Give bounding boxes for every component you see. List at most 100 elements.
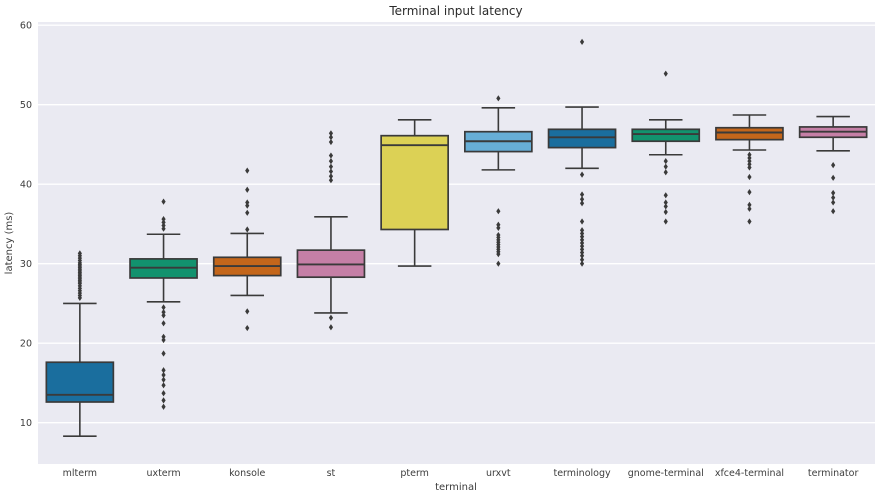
outlier-marker: [328, 173, 334, 180]
outlier-marker: [161, 304, 166, 311]
outlier-marker: [663, 203, 668, 210]
outlier-marker: [161, 382, 166, 389]
outlier-marker: [579, 227, 585, 234]
x-tick-urxvt: urxvt: [486, 468, 511, 479]
outlier-marker: [579, 200, 585, 207]
y-tick-labels: 10 20 30 40 50 60: [20, 21, 32, 429]
outlier-marker: [328, 177, 334, 184]
outlier-marker: [161, 225, 166, 232]
outlier-marker: [747, 201, 752, 208]
outlier-marker: [161, 376, 166, 383]
outlier-marker: [161, 320, 166, 327]
outlier-marker: [579, 239, 585, 247]
box-group-uxterm: [129, 198, 198, 410]
outlier-marker: [245, 167, 250, 174]
box-group-terminology: [547, 38, 617, 267]
outlier-marker: [496, 95, 501, 102]
x-tick-labels: mlterm uxterm konsole st pterm urxvt terminolo…: [63, 468, 859, 479]
outlier-marker: [496, 260, 501, 267]
outlier-marker: [161, 336, 166, 344]
outlier-marker: [496, 221, 501, 228]
outlier-marker: [831, 174, 836, 181]
outlier-marker: [663, 163, 668, 170]
plot-background: [38, 22, 875, 464]
outlier-marker: [161, 390, 166, 397]
outlier-marker: [579, 260, 585, 267]
outlier-marker: [161, 312, 166, 319]
outlier-marker: [161, 198, 166, 205]
outlier-marker: [831, 208, 836, 215]
box-group-gnome-terminal: [631, 70, 701, 225]
x-tick-xfce4-terminal: xfce4-terminal: [715, 468, 784, 479]
outlier-marker: [579, 171, 585, 178]
box-group-st: [296, 130, 366, 331]
outlier-marker: [328, 158, 334, 165]
x-tick-gnome-terminal: gnome-terminal: [628, 468, 704, 479]
outlier-marker: [328, 324, 334, 331]
box-group-terminator: [798, 115, 868, 215]
box-group-xfce4-terminal: [715, 114, 784, 225]
outlier-marker: [579, 243, 585, 250]
outlier-marker: [245, 186, 250, 193]
outlier-marker: [328, 163, 334, 170]
outlier-marker: [161, 216, 166, 223]
outlier-marker: [747, 151, 752, 158]
y-tick-50: 50: [20, 100, 32, 111]
box-pterm: [380, 134, 449, 231]
outlier-marker: [831, 194, 836, 201]
x-tick-st: st: [327, 468, 336, 479]
outlier-marker: [161, 367, 166, 374]
box-xfce4-terminal: [715, 126, 784, 141]
outlier-marker: [245, 209, 250, 216]
outlier-marker: [328, 168, 334, 175]
y-tick-20: 20: [20, 339, 32, 350]
outlier-marker: [831, 161, 836, 169]
outlier-marker: [579, 249, 585, 256]
outlier-marker: [496, 224, 501, 231]
box-group-mlterm: [45, 250, 115, 437]
box-group-konsole: [212, 167, 282, 332]
outlier-marker: [161, 397, 166, 404]
outlier-marker: [245, 324, 250, 332]
outlier-marker: [579, 233, 585, 240]
y-axis-label: latency (ms): [4, 212, 15, 275]
outlier-marker: [579, 252, 585, 259]
outlier-marker: [579, 236, 585, 243]
x-tick-konsole: konsole: [229, 468, 265, 479]
outlier-marker: [328, 314, 334, 321]
x-tick-pterm: pterm: [400, 468, 429, 479]
outlier-marker: [579, 218, 585, 225]
outlier-marker: [245, 226, 250, 233]
outlier-marker: [663, 158, 668, 165]
outlier-marker: [77, 250, 82, 257]
outlier-marker: [579, 256, 585, 263]
x-tick-mlterm: mlterm: [63, 468, 97, 479]
outlier-marker: [579, 38, 585, 45]
outlier-marker: [663, 192, 668, 199]
outlier-marker: [579, 230, 585, 237]
x-tick-terminology: terminology: [553, 468, 611, 479]
outlier-marker: [245, 202, 250, 209]
outlier-marker: [747, 218, 752, 225]
y-tick-60: 60: [20, 21, 32, 32]
outlier-marker: [747, 158, 752, 165]
outlier-marker: [663, 218, 668, 225]
outlier-marker: [579, 196, 585, 203]
box-terminology: [547, 128, 617, 149]
outlier-marker: [496, 208, 501, 215]
outlier-marker: [245, 308, 250, 315]
outlier-marker: [161, 350, 166, 357]
chart-title: Terminal input latency: [388, 4, 522, 18]
y-tick-10: 10: [20, 418, 32, 429]
box-group-pterm: [380, 118, 449, 267]
outlier-marker: [328, 138, 334, 146]
outlier-marker: [161, 309, 166, 316]
outlier-marker: [161, 371, 166, 379]
outlier-marker: [831, 189, 836, 197]
box-group-urxvt: [464, 95, 533, 267]
box-series: [45, 38, 868, 437]
outlier-marker: [831, 199, 836, 206]
outlier-marker: [747, 154, 752, 162]
